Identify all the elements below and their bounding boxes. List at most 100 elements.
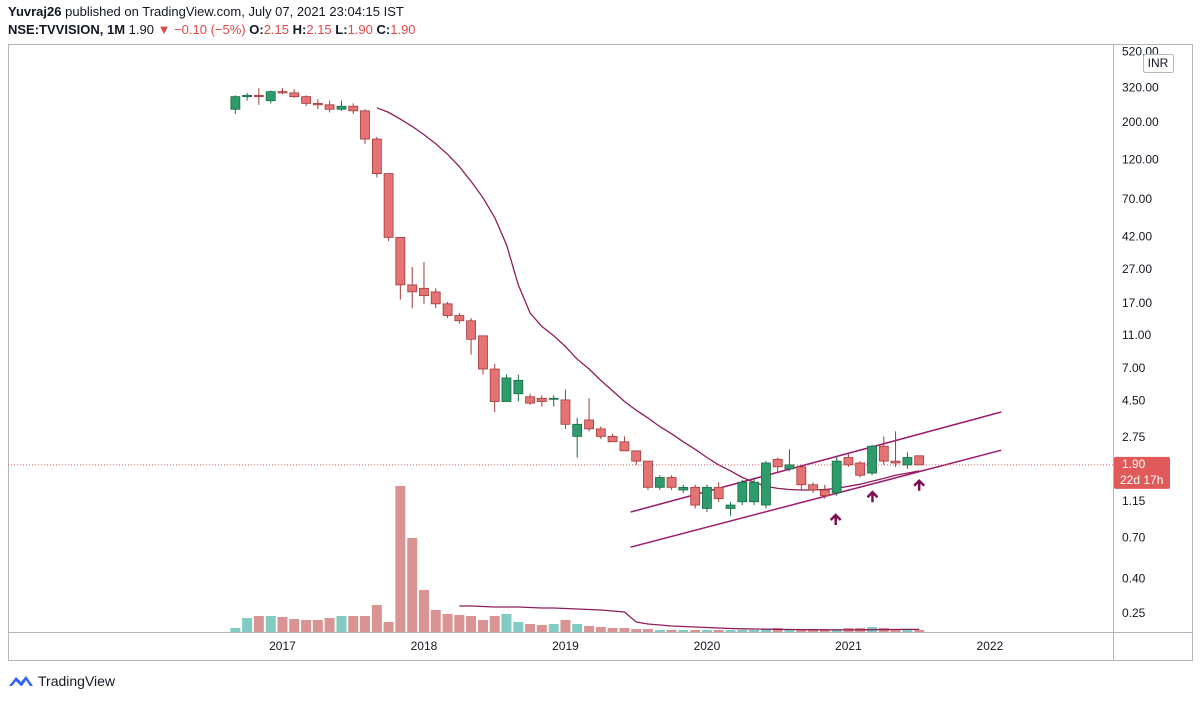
- volume-bar: [489, 616, 500, 632]
- footer: TradingView: [8, 672, 115, 690]
- candle-body: [772, 458, 783, 468]
- candle-body: [572, 423, 583, 437]
- currency-box: [1143, 54, 1174, 73]
- candle-body: [867, 445, 877, 474]
- symbol-line: NSE:TVVISION, 1M 1.90 ▼ −0.10 (−5%) O:2.…: [8, 21, 416, 39]
- countdown-label: 22d 17h: [1120, 473, 1163, 487]
- candle-body: [595, 428, 606, 437]
- candle-body: [442, 303, 453, 316]
- candle-body: [265, 91, 276, 102]
- candle-body: [749, 481, 759, 503]
- ohlc-value: 1.90: [347, 22, 373, 37]
- candle-body: [914, 455, 925, 466]
- volume-bar: [595, 627, 606, 632]
- candle-body: [607, 435, 618, 443]
- volume-bar: [454, 615, 465, 632]
- candle-body: [725, 504, 736, 509]
- arrow: [829, 513, 842, 526]
- volume-bar: [701, 630, 712, 632]
- volume-bar: [253, 616, 264, 632]
- y-tick-label: 2.75: [1122, 430, 1146, 444]
- last-price-label: 1.90: [1122, 457, 1146, 471]
- volume-bar: [760, 629, 771, 632]
- volume-bar: [654, 630, 665, 632]
- candle-body: [501, 377, 512, 402]
- candle-body: [548, 397, 559, 400]
- candle-body: [289, 92, 300, 98]
- volume-bar: [477, 620, 488, 632]
- line-layer: [8, 107, 1113, 631]
- x-tick-label: 2019: [552, 639, 579, 653]
- volume-average-line: [459, 605, 920, 631]
- volume-bar: [324, 618, 335, 632]
- candle-body: [654, 477, 665, 488]
- volume-bar: [336, 616, 347, 632]
- ohlc-value: 2.15: [306, 22, 332, 37]
- arrow: [866, 490, 879, 503]
- volume-bar: [713, 630, 724, 632]
- candle-body: [678, 486, 689, 491]
- author: Yuvraj26: [8, 4, 62, 19]
- candle-body: [430, 291, 441, 305]
- candle-body: [784, 464, 795, 470]
- volume-bar: [395, 486, 406, 632]
- volume-bar: [230, 628, 241, 632]
- volume-bar: [902, 629, 913, 632]
- y-tick-label: 70.00: [1122, 192, 1152, 206]
- trend-line: [630, 411, 1002, 513]
- candle-body: [419, 287, 429, 297]
- volume-bar: [642, 629, 653, 632]
- axis-layer: 2017 2018 2019 2020 2021 2022520.00320.00200.…: [269, 45, 1174, 653]
- candle-body: [324, 104, 335, 110]
- candle-body: [761, 462, 771, 506]
- candle-body: [478, 335, 488, 370]
- volume-bar: [525, 624, 536, 632]
- volume-bar: [808, 630, 819, 632]
- volume-bar: [819, 630, 830, 632]
- x-tick-label: 2022: [977, 639, 1004, 653]
- brand: TradingView: [38, 673, 116, 689]
- volume-bar: [678, 630, 689, 632]
- candle-body: [360, 110, 370, 140]
- y-tick-label: 42.00: [1122, 230, 1152, 244]
- volume-bar: [348, 616, 359, 632]
- volume-bar: [407, 538, 418, 632]
- header: Yuvraj26 published on TradingView.com, J…: [8, 3, 416, 39]
- candle-body: [301, 96, 312, 104]
- candle-body: [525, 396, 535, 404]
- last-price-box: [1114, 456, 1170, 489]
- volume-bar: [890, 629, 901, 632]
- volume-bar: [737, 630, 748, 632]
- y-tick-label: 320.00: [1122, 80, 1159, 94]
- volume-bar: [914, 630, 925, 632]
- y-tick-label: 0.40: [1122, 572, 1146, 586]
- logo: [9, 676, 33, 686]
- y-tick-label: 0.70: [1122, 530, 1146, 544]
- price: 1.90: [128, 22, 154, 37]
- candle-body: [855, 462, 866, 476]
- y-tick-label: 1.15: [1122, 494, 1146, 508]
- candle-body: [348, 105, 359, 112]
- volume-bar: [784, 629, 795, 632]
- x-tick-label: 2018: [411, 639, 438, 653]
- candle-body: [843, 457, 854, 466]
- y-tick-label: 120.00: [1122, 152, 1159, 166]
- candle-body: [489, 368, 500, 402]
- volume-layer: [230, 486, 925, 632]
- volume-bar: [536, 625, 547, 632]
- y-tick-label: 27.00: [1122, 262, 1152, 276]
- candle-body: [383, 173, 394, 238]
- volume-bar: [631, 629, 642, 632]
- candle-body: [560, 399, 571, 425]
- volume-bar: [572, 624, 583, 632]
- y-tick-label: 200.00: [1122, 115, 1159, 129]
- candle-body: [513, 379, 524, 395]
- change: ▼ −0.10 (−5%): [157, 22, 246, 37]
- candle-body: [878, 445, 889, 462]
- volume-bar: [501, 614, 512, 632]
- ohlc-value: 1.90: [390, 22, 416, 37]
- ohlc-label: C:: [376, 22, 391, 37]
- candle-body: [536, 397, 547, 402]
